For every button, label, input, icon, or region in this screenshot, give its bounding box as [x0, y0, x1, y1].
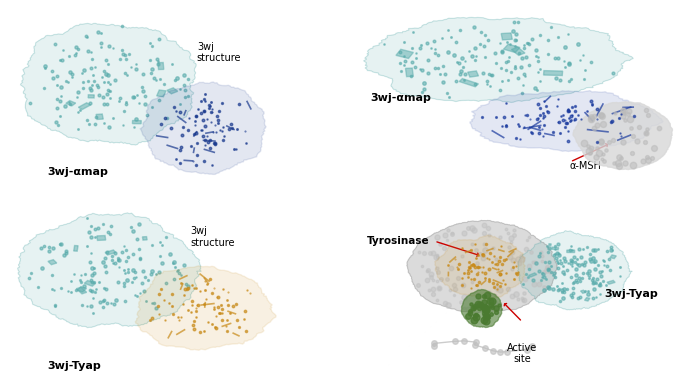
- Polygon shape: [544, 71, 563, 76]
- Polygon shape: [97, 236, 106, 241]
- Polygon shape: [567, 250, 575, 253]
- Polygon shape: [584, 298, 590, 301]
- Polygon shape: [512, 47, 525, 55]
- Polygon shape: [88, 95, 94, 98]
- Polygon shape: [132, 120, 141, 124]
- Polygon shape: [461, 289, 503, 327]
- Text: 3wj-Tyap: 3wj-Tyap: [604, 289, 658, 299]
- Polygon shape: [363, 17, 633, 102]
- Text: 3wj-αmap: 3wj-αmap: [48, 167, 108, 177]
- Text: 3wj-Tyap: 3wj-Tyap: [48, 361, 101, 371]
- Polygon shape: [105, 250, 116, 255]
- Polygon shape: [66, 100, 75, 106]
- Polygon shape: [73, 246, 78, 251]
- Polygon shape: [77, 287, 87, 292]
- Polygon shape: [17, 213, 201, 327]
- Text: α-MSH: α-MSH: [570, 161, 602, 171]
- Polygon shape: [78, 103, 91, 109]
- Polygon shape: [136, 266, 276, 350]
- Polygon shape: [157, 90, 166, 97]
- Text: 3wj
structure: 3wj structure: [197, 42, 241, 63]
- Polygon shape: [528, 273, 537, 277]
- Text: Tyrosinase: Tyrosinase: [366, 236, 429, 246]
- Polygon shape: [167, 88, 178, 94]
- Polygon shape: [470, 91, 663, 151]
- Polygon shape: [85, 281, 96, 286]
- Polygon shape: [48, 260, 57, 265]
- Polygon shape: [549, 244, 552, 246]
- Polygon shape: [405, 68, 413, 76]
- Polygon shape: [20, 23, 196, 145]
- Polygon shape: [435, 235, 525, 299]
- Polygon shape: [76, 287, 87, 294]
- Polygon shape: [407, 220, 557, 313]
- Polygon shape: [459, 79, 478, 87]
- Text: 3wj-αmap: 3wj-αmap: [370, 93, 431, 103]
- Polygon shape: [143, 237, 147, 240]
- Polygon shape: [581, 290, 586, 293]
- Polygon shape: [140, 82, 266, 174]
- Polygon shape: [518, 231, 632, 310]
- Polygon shape: [610, 255, 617, 259]
- Text: 3wj
structure: 3wj structure: [190, 226, 235, 248]
- Polygon shape: [501, 33, 512, 40]
- Polygon shape: [468, 71, 479, 77]
- Polygon shape: [607, 281, 615, 284]
- Polygon shape: [96, 114, 103, 120]
- Polygon shape: [552, 247, 559, 250]
- Polygon shape: [503, 44, 520, 52]
- Polygon shape: [396, 49, 413, 59]
- Polygon shape: [158, 62, 164, 69]
- Text: Active
site: Active site: [507, 343, 538, 364]
- Polygon shape: [573, 102, 672, 170]
